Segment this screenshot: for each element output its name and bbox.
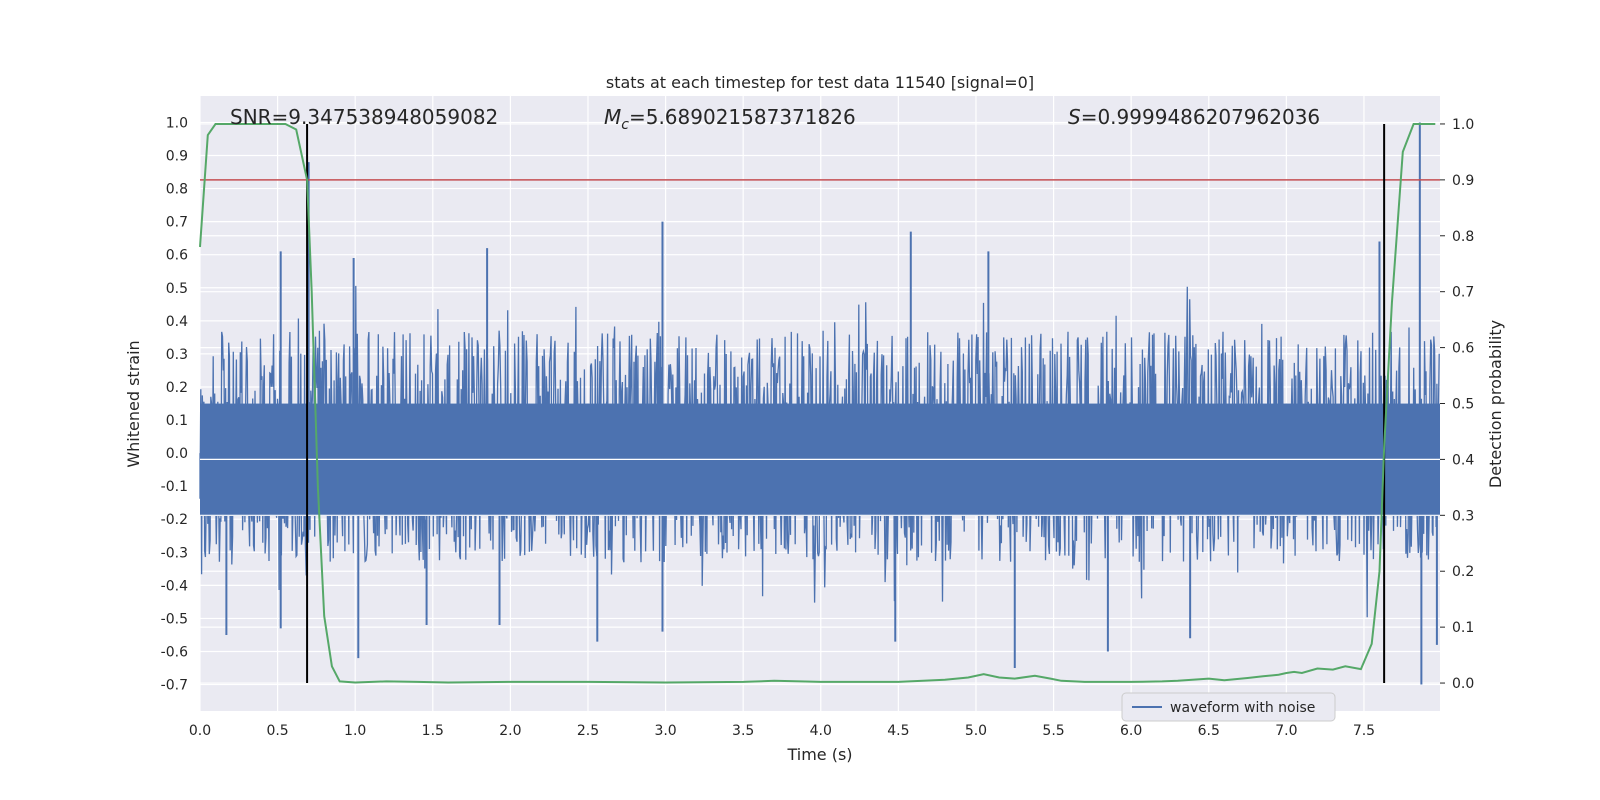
y-left-tick-label: 0.4	[166, 314, 188, 330]
x-axis-label: Time (s)	[786, 745, 852, 764]
y-left-tick-label: -0.5	[161, 611, 188, 627]
y-axis-right-label: Detection probability	[1486, 320, 1505, 488]
y-right-tick-label: 0.6	[1452, 341, 1474, 357]
y-left-tick-label: -0.7	[161, 678, 188, 694]
y-left-tick-label: 0.9	[166, 149, 188, 165]
x-tick-label: 5.0	[965, 723, 987, 739]
y-left-tick-label: -0.4	[161, 578, 188, 594]
x-tick-label: 0.0	[189, 723, 211, 739]
y-left-tick-label: 0.8	[166, 182, 188, 198]
y-right-tick-label: 0.3	[1452, 508, 1474, 524]
y-right-tick-label: 0.8	[1452, 229, 1474, 245]
y-right-tick-label: 0.7	[1452, 285, 1474, 301]
x-tick-label: 6.0	[1120, 723, 1142, 739]
x-tick-label: 7.5	[1353, 723, 1375, 739]
x-tick-label: 1.5	[422, 723, 444, 739]
chirp-mass-symbol: M	[604, 105, 621, 129]
y-left-tick-label: -0.1	[161, 479, 188, 495]
y-right-tick-label: 1.0	[1452, 117, 1474, 133]
chirp-mass-subscript: c	[621, 117, 629, 133]
y-right-tick-label: 0.1	[1452, 620, 1474, 636]
y-left-tick-label: 0.3	[166, 347, 188, 363]
chirp-mass-value: =5.689021587371826	[629, 105, 856, 129]
legend-label-waveform: waveform with noise	[1170, 700, 1315, 716]
x-tick-label: 2.5	[577, 723, 599, 739]
y-right-tick-label: 0.9	[1452, 173, 1474, 189]
ticks: 0.0 0.5 1.0 1.5 2.0 2.5 3.0 3.5 4.0 4.5 5.0 5.5 6.0 6…	[161, 115, 1475, 739]
significance-annotation: S=0.9999486207962036	[1068, 105, 1320, 129]
legend: waveform with noise	[1121, 692, 1336, 722]
x-tick-label: 7.0	[1275, 723, 1297, 739]
waveform-series	[199, 122, 1440, 685]
y-right-tick-label: 0.2	[1452, 564, 1474, 580]
probability-line	[199, 123, 1436, 684]
y-right-tick-label: 0.4	[1452, 452, 1474, 468]
y-axis-left-label: Whitened strain	[124, 340, 143, 467]
y-left-tick-label: -0.2	[161, 512, 188, 528]
chart-title: stats at each timestep for test data 115…	[606, 73, 1034, 92]
probability-series	[199, 123, 1436, 684]
x-tick-label: 3.5	[732, 723, 754, 739]
legend-box	[1121, 692, 1336, 722]
y-left-tick-label: 0.2	[166, 380, 188, 396]
x-tick-label: 3.0	[654, 723, 676, 739]
overlay-lines	[200, 123, 1440, 684]
significance-symbol: S	[1068, 105, 1081, 129]
x-tick-label: 6.5	[1198, 723, 1220, 739]
y-left-tick-label: 0.0	[166, 446, 188, 462]
y-left-tick-label: 1.0	[166, 115, 188, 131]
x-tick-label: 4.5	[887, 723, 909, 739]
chirp-mass-annotation: Mc=5.689021587371826	[604, 105, 856, 133]
x-tick-label: 0.5	[266, 723, 288, 739]
y-left-tick-label: 0.6	[166, 248, 188, 264]
x-tick-label: 1.0	[344, 723, 366, 739]
snr-annotation: SNR=9.347538948059082	[230, 105, 498, 129]
y-right-tick-label: 0.5	[1452, 397, 1474, 413]
y-left-tick-label: 0.7	[166, 215, 188, 231]
x-tick-label: 5.5	[1042, 723, 1064, 739]
x-tick-label: 2.0	[499, 723, 521, 739]
y-left-tick-label: 0.1	[166, 413, 188, 429]
x-tick-label: 4.0	[810, 723, 832, 739]
y-left-tick-label: -0.3	[161, 545, 188, 561]
y-left-tick-label: 0.5	[166, 281, 188, 297]
y-left-tick-label: -0.6	[161, 644, 188, 660]
significance-value: =0.9999486207962036	[1081, 105, 1320, 129]
y-right-tick-label: 0.0	[1452, 676, 1474, 692]
